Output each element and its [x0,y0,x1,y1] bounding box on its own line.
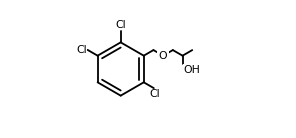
Text: Cl: Cl [149,89,160,99]
Text: Cl: Cl [115,20,126,30]
Text: O: O [159,51,168,61]
Text: Cl: Cl [76,45,87,55]
Text: OH: OH [183,65,200,75]
